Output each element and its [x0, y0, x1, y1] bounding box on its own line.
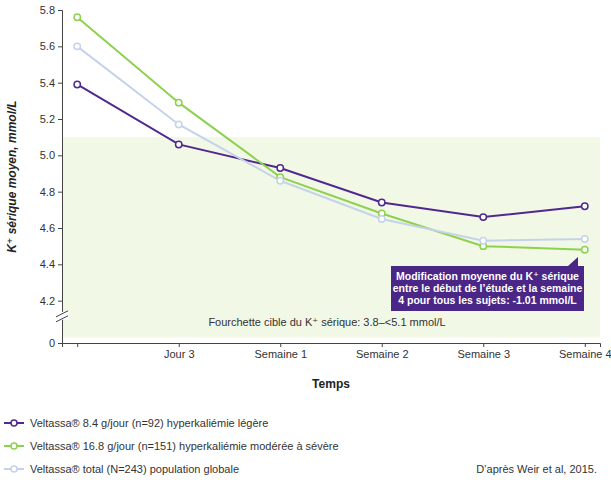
y-tick-mark: [58, 10, 62, 11]
y-tick-label: 4.4: [40, 258, 55, 270]
y-tick-mark: [58, 46, 62, 47]
y-tick-mark: [58, 264, 62, 265]
annotation: Fourchette cible du K⁺ sérique: 3.8–<5.1…: [208, 316, 445, 328]
callout-text: 4 pour tous les sujets: -1.01 mmol/L: [398, 294, 577, 306]
y-tick-mark: [58, 83, 62, 84]
x-tick-label: Semaine 4: [559, 348, 611, 360]
series-marker: [176, 99, 182, 105]
x-axis-title: Temps: [312, 377, 350, 391]
y-tick: 4.6: [40, 222, 62, 234]
x-tick-mark: [483, 343, 484, 347]
x-tick: [77, 343, 78, 347]
x-axis-line: [63, 344, 601, 348]
y-tick: 4.2: [40, 295, 62, 307]
legend-label: Veltassa® 16.8 g/jour (n=151) hyperkalié…: [30, 440, 339, 452]
legend: Veltassa® 8.4 g/jour (n=92) hyperkaliémi…: [4, 417, 339, 475]
y-tick-label: 5.0: [40, 149, 55, 161]
y-tick: 5.8: [40, 4, 62, 16]
x-tick: Semaine 3: [457, 343, 510, 360]
y-axis-title: K⁺ sérique moyen, mmol/L: [5, 100, 19, 252]
x-tick-mark: [585, 343, 586, 347]
y-tick: 4.4: [40, 258, 62, 270]
x-tick: Jour 3: [164, 343, 195, 360]
series-marker: [277, 165, 283, 171]
x-tick-label: Semaine 2: [356, 348, 409, 360]
series-line: [77, 46, 585, 240]
axis-break: [55, 311, 69, 322]
series-marker: [480, 238, 486, 244]
y-tick: 5.4: [40, 77, 62, 89]
y-tick: 0: [49, 337, 62, 349]
series-marker: [379, 216, 385, 222]
y-tick-label: 4.2: [40, 295, 55, 307]
callout-pointer: [568, 257, 578, 266]
y-tick-mark: [58, 192, 62, 193]
callout-text: Modification moyenne du K⁺ sérique: [396, 270, 579, 282]
y-tick: 5.6: [40, 40, 62, 52]
series-marker: [480, 214, 486, 220]
axis-break-mark: [56, 311, 68, 317]
series-marker: [582, 203, 588, 209]
y-tick-mark: [58, 301, 62, 302]
y-tick-label: 5.4: [40, 77, 55, 89]
x-tick-label: Jour 3: [164, 348, 195, 360]
x-tick-mark: [382, 343, 383, 347]
y-tick-label: 5.2: [40, 113, 55, 125]
y-tick-label: 0: [49, 337, 55, 349]
legend-swatch-marker: [11, 443, 17, 449]
legend-label: Veltassa® 8.4 g/jour (n=92) hyperkaliémi…: [30, 417, 268, 429]
y-axis-line: [58, 11, 63, 344]
x-tick-mark: [280, 343, 281, 347]
y-tick-mark: [58, 119, 62, 120]
x-tick: Semaine 4: [559, 343, 611, 360]
legend-swatch-marker: [11, 466, 17, 472]
x-tick: Semaine 1: [254, 343, 307, 360]
series-marker: [277, 178, 283, 184]
x-tick-label: Semaine 3: [457, 348, 510, 360]
series-line: [77, 17, 585, 250]
series-marker: [582, 236, 588, 242]
target-band: [62, 137, 600, 337]
plot-area: [62, 14, 600, 337]
x-tick-label: Semaine 1: [254, 348, 307, 360]
y-tick: 4.8: [40, 186, 62, 198]
y-tick-mark: [58, 228, 62, 229]
axis-break-mark: [56, 316, 68, 322]
x-tick-mark: [179, 343, 180, 347]
y-tick-label: 5.8: [40, 4, 55, 16]
y-tick: 5.0: [40, 149, 62, 161]
series-marker: [379, 199, 385, 205]
y-tick-label: 4.6: [40, 222, 55, 234]
callout-box: [391, 266, 584, 311]
callout: Modification moyenne du K⁺ sériqueentre …: [391, 257, 584, 311]
series-marker: [74, 14, 80, 20]
source: D’après Weir et al, 2015.: [476, 463, 597, 475]
series-marker: [74, 43, 80, 49]
y-axis: 0 4.2 4.4 4.6 4.8 5.0 5.2 5.4 5.6 5.8: [40, 4, 63, 349]
chart: 0 4.2 4.4 4.6 4.8 5.0 5.2 5.4 5.6 5.8 Jour 3 Semain…: [0, 0, 611, 480]
legend-swatch-marker: [11, 420, 17, 426]
series-marker: [176, 141, 182, 147]
series-marker: [176, 121, 182, 127]
legend-label: Veltassa® total (N=243) population globa…: [30, 463, 239, 475]
x-axis: Jour 3 Semaine 1 Semaine 2 Semaine 3 Semaine…: [63, 343, 611, 360]
y-tick: 5.2: [40, 113, 62, 125]
series-marker: [582, 247, 588, 253]
x-tick-mark: [77, 343, 78, 347]
callout-text: entre le début de l’étude et la semaine: [393, 282, 583, 294]
y-tick-mark: [58, 155, 62, 156]
series-marker: [74, 81, 80, 87]
y-tick-mark: [58, 343, 62, 344]
y-tick-label: 4.8: [40, 186, 55, 198]
y-tick-label: 5.6: [40, 40, 55, 52]
x-tick: Semaine 2: [356, 343, 409, 360]
